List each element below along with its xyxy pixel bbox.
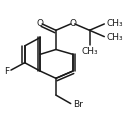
Text: O: O bbox=[37, 19, 44, 28]
Text: Br: Br bbox=[73, 100, 83, 109]
Text: F: F bbox=[4, 67, 9, 76]
Text: CH₃: CH₃ bbox=[106, 19, 123, 28]
Text: CH₃: CH₃ bbox=[106, 33, 123, 42]
Text: O: O bbox=[69, 19, 76, 28]
Text: CH₃: CH₃ bbox=[81, 47, 98, 56]
